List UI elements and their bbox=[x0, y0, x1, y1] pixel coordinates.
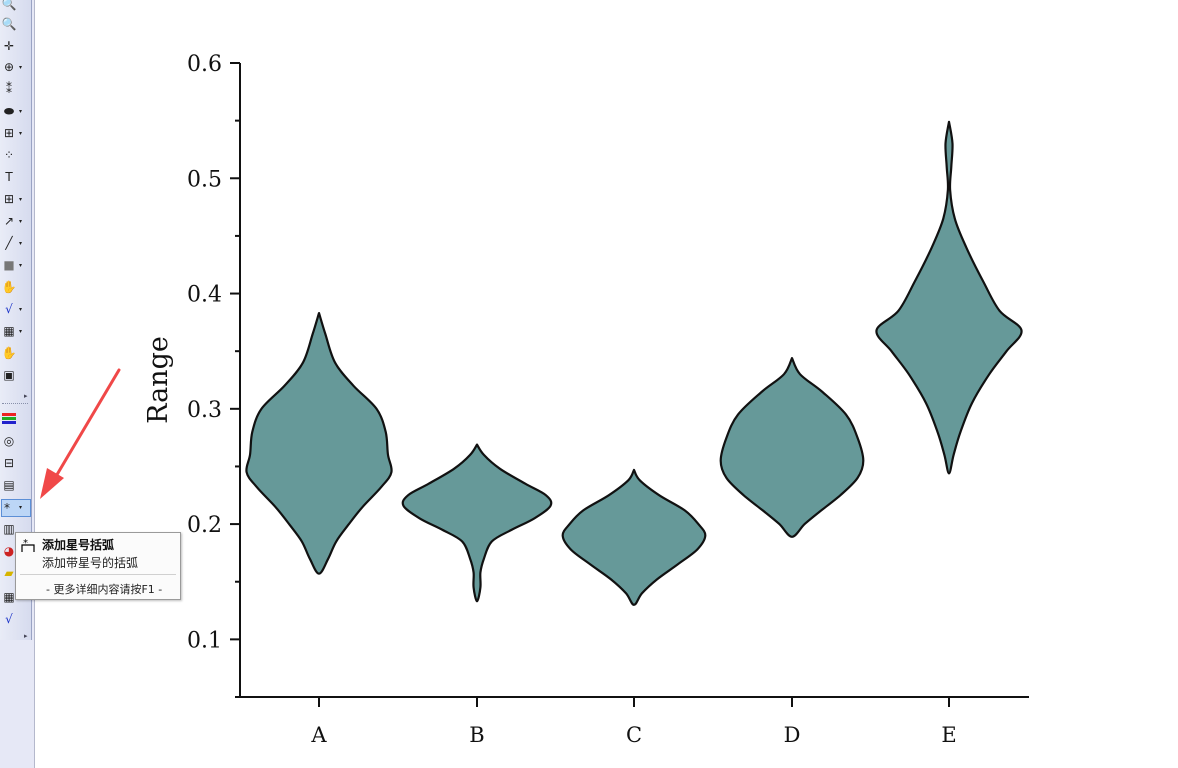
mask-dropdown-arrow[interactable]: ▾ bbox=[19, 108, 23, 115]
legend-icon[interactable]: ◎ bbox=[3, 434, 15, 448]
data-cursor-icon[interactable]: ⁑ bbox=[6, 82, 12, 96]
toolbar-grip-bottom[interactable]: ▸ bbox=[24, 632, 28, 640]
svg-text:*: * bbox=[23, 538, 28, 549]
image-icon[interactable]: ◕ bbox=[3, 544, 15, 558]
text-tool-icon[interactable]: T bbox=[5, 170, 13, 184]
tooltip-description: 添加带星号的括弧 bbox=[42, 556, 139, 570]
x-tick-label: D bbox=[784, 723, 801, 747]
violin-E bbox=[875, 120, 1023, 475]
violin-D bbox=[719, 357, 865, 538]
scale-bar-icon[interactable]: ⊟ bbox=[3, 456, 15, 470]
folder-icon[interactable]: ▰ bbox=[4, 566, 14, 580]
toolbar-separator bbox=[2, 403, 28, 404]
rectangle-dropdown-arrow[interactable]: ▾ bbox=[19, 262, 23, 269]
zoom-out-icon[interactable]: 🔍 bbox=[1, 17, 17, 31]
pan-hand-icon[interactable]: ✋ bbox=[1, 280, 17, 294]
zoom-in-icon[interactable]: 🔍 bbox=[1, 0, 17, 11]
asterisk-bracket-icon: * bbox=[20, 537, 36, 553]
annotation-icon[interactable]: ⊞ bbox=[3, 192, 15, 206]
screen-reader-dropdown-arrow[interactable]: ▾ bbox=[19, 64, 23, 71]
y-tick-label: 0.1 bbox=[187, 628, 222, 653]
table-insert-icon[interactable]: ▤ bbox=[3, 478, 15, 492]
screen-reader-icon[interactable]: ⊕ bbox=[3, 60, 15, 74]
violin-C bbox=[561, 468, 707, 606]
region-dropdown-arrow[interactable]: ▾ bbox=[19, 130, 23, 137]
annotation-dropdown-arrow[interactable]: ▾ bbox=[19, 196, 23, 203]
color-scale-icon[interactable] bbox=[1, 411, 17, 427]
y-tick-label: 0.5 bbox=[187, 167, 222, 192]
toolbar-grip-top[interactable]: ▸ bbox=[24, 392, 28, 400]
violin-B bbox=[401, 443, 553, 603]
violin-A bbox=[245, 312, 393, 575]
arrow-head bbox=[40, 468, 64, 499]
y-tick-label: 0.6 bbox=[187, 52, 222, 77]
tooltip: * 添加星号括弧 添加带星号的括弧 - 更多详细内容请按F1 - bbox=[15, 532, 181, 600]
graph-insert-icon[interactable]: ▦ bbox=[3, 324, 15, 338]
move-hand-icon[interactable]: ✋ bbox=[1, 346, 17, 360]
arrow-shaft bbox=[53, 368, 121, 480]
y-tick-label: 0.4 bbox=[187, 283, 222, 308]
x-tick-label: B bbox=[469, 723, 484, 747]
rectangle-icon[interactable]: ■ bbox=[3, 258, 15, 272]
line-icon[interactable]: ╱ bbox=[5, 236, 13, 250]
asterisk-bracket-icon[interactable]: * bbox=[1, 499, 31, 517]
x-tick-label: C bbox=[626, 723, 642, 747]
annotation-arrow bbox=[40, 368, 121, 499]
region-icon[interactable]: ⊞ bbox=[3, 126, 15, 140]
equation-icon[interactable]: √ bbox=[5, 302, 13, 316]
y-tick-label: 0.3 bbox=[187, 398, 222, 423]
arrow-icon[interactable]: ↗ bbox=[3, 214, 15, 228]
chart-axes bbox=[230, 62, 1029, 707]
chart-labels: 0.1 0.2 0.3 0.4 0.5 0.6 A B C D E Range bbox=[143, 52, 957, 747]
layer-icon[interactable]: ▣ bbox=[3, 368, 15, 382]
y-axis-title: Range bbox=[143, 336, 174, 424]
asterisk-bracket-dropdown-arrow[interactable]: ▾ bbox=[19, 504, 23, 511]
line-dropdown-arrow[interactable]: ▾ bbox=[19, 240, 23, 247]
data-reader-icon[interactable]: ✛ bbox=[3, 39, 15, 53]
tooltip-title: 添加星号括弧 bbox=[42, 538, 115, 552]
graph-insert-dropdown-arrow[interactable]: ▾ bbox=[19, 328, 23, 335]
equation2-icon[interactable]: √ bbox=[5, 612, 13, 626]
x-tick-label: E bbox=[941, 723, 956, 747]
grid-icon[interactable]: ▦ bbox=[3, 590, 15, 604]
mask-icon[interactable]: ⬬ bbox=[3, 104, 15, 118]
notes-icon[interactable]: ▥ bbox=[3, 522, 15, 536]
scatter-points-icon[interactable]: ⁘ bbox=[3, 148, 15, 162]
x-tick-label: A bbox=[310, 723, 327, 747]
violin-series bbox=[245, 120, 1023, 606]
equation-dropdown-arrow[interactable]: ▾ bbox=[19, 306, 23, 313]
tooltip-divider bbox=[20, 574, 176, 575]
tooltip-help: - 更多详细内容请按F1 - bbox=[46, 583, 163, 596]
y-tick-label: 0.2 bbox=[187, 513, 222, 538]
arrow-dropdown-arrow[interactable]: ▾ bbox=[19, 218, 23, 225]
